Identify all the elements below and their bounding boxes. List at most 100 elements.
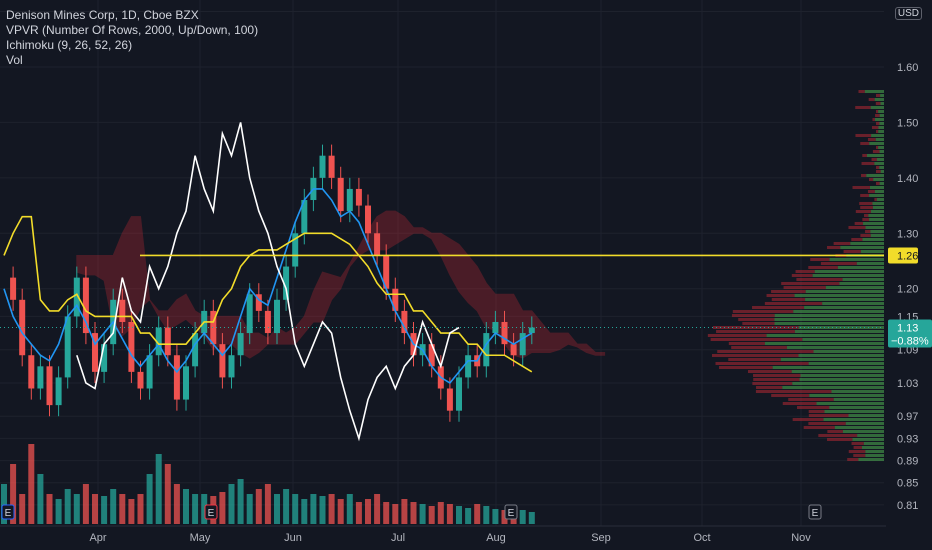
vpvr-bar-up [857,434,884,437]
vpvr-bar-down [862,218,869,221]
vpvr-bar-up [881,102,884,105]
volume-bar [310,494,316,524]
vpvr-bar-down [742,322,774,325]
vpvr-bar-down [862,162,875,165]
vpvr-bar-down [753,378,799,381]
volume-bar [238,479,244,524]
vpvr-bar-down [808,422,845,425]
volume-bar [529,512,535,524]
vpvr-bar-down [772,298,805,301]
candle-body [229,355,235,377]
vpvr-bar-up [809,362,884,365]
vpvr-bar-up [869,142,884,145]
volume-bar [65,489,71,524]
vpvr-bar-up [874,162,884,165]
vpvr-bar-up [809,394,884,397]
volume-bar [156,454,162,524]
volume-bar [356,502,362,524]
price-axis[interactable]: 1.701.601.501.401.301.201.151.091.030.97… [886,0,932,550]
volume-bar [47,494,53,524]
vpvr-bar-down [717,350,813,353]
vpvr-bar-down [864,214,868,217]
earnings-marker: E [205,505,217,519]
volume-bar [456,506,462,524]
vpvr-bar-down [767,294,795,297]
volume-bar [383,502,389,524]
vpvr-bar-up [843,430,884,433]
vpvr-bar-up [802,338,884,341]
vpvr-bar-down [712,354,799,357]
vpvr-bar-up [824,418,884,421]
vpvr-bar-down [854,446,862,449]
vpvr-bar-down [733,310,793,313]
vpvr-bar-down [876,130,878,133]
price-tick-label: 1.40 [897,173,918,185]
vpvr-bar-up [774,318,884,321]
volume-bar [247,494,253,524]
symbol-title[interactable]: Denison Mines Corp, 1D, Cboe BZX [6,8,258,23]
volume-bar [274,494,280,524]
volume-bar [256,489,262,524]
vpvr-bar-up [880,182,884,185]
vpvr-bar-up [826,286,884,289]
vpvr-bar-up [877,158,884,161]
vpvr-bar-down [876,182,880,185]
vpvr-bar-up [798,354,884,357]
candle-body [483,333,489,366]
vpvr-bar-down [708,334,767,337]
vpvr-bar-down [876,170,881,173]
vpvr-bar-up [873,206,884,209]
vpvr-bar-down [851,238,862,241]
indicator-vpvr[interactable]: VPVR (Number Of Rows, 2000, Up/Down, 100… [6,23,258,38]
time-label: Nov [791,532,811,544]
vpvr-bar-up [830,258,884,261]
candle-body [520,333,526,355]
vpvr-bar-down [876,166,879,169]
volume-bar [56,499,62,524]
candle-body [456,377,462,410]
vpvr-bar-down [731,346,787,349]
vpvr-bar-up [876,138,884,141]
volume-bar [492,509,498,524]
vpvr-bar-down [861,174,866,177]
volume-bar [347,494,353,524]
vpvr-bar-up [866,174,884,177]
vpvr-bar-up [866,226,884,229]
vpvr-bar-up [792,382,884,385]
volume-bar [19,494,25,524]
volume-bar [138,494,144,524]
candle-body [128,322,134,372]
vpvr-bar-up [834,398,884,401]
vpvr-bar-up [877,198,884,201]
vpvr-bar-down [713,326,799,329]
candle-body [65,316,71,377]
vpvr-bar-down [716,330,795,333]
candle-body [320,156,326,178]
vpvr-bar-down [788,398,833,401]
vpvr-bar-up [773,366,884,369]
vpvr-bar-down [860,234,870,237]
vpvr-bar-up [765,342,884,345]
volume-bar [420,504,426,524]
indicator-volume[interactable]: Vol [6,53,258,68]
volume-bar [401,499,407,524]
vpvr-bar-down [860,206,873,209]
vpvr-bar-down [810,258,829,261]
time-axis[interactable]: Apr May Jun Jul Aug Sep Oct Nov [0,526,886,550]
vpvr-bar-down [848,226,865,229]
vpvr-bar-down [793,418,824,421]
time-label: Jun [284,532,302,544]
vpvr-bar-up [867,154,884,157]
candle-body [447,389,453,411]
currency-badge[interactable]: USD [895,7,922,20]
volume-bar [338,499,344,524]
vpvr-bar-up [805,298,884,301]
volume-bar [174,484,180,524]
indicator-ichimoku[interactable]: Ichimoku (9, 26, 52, 26) [6,38,258,53]
candle-body [147,355,153,388]
candle-body [511,344,517,355]
vpvr-bar-down [719,366,773,369]
volume-bar [374,494,380,524]
vpvr-bar-down [821,262,857,265]
